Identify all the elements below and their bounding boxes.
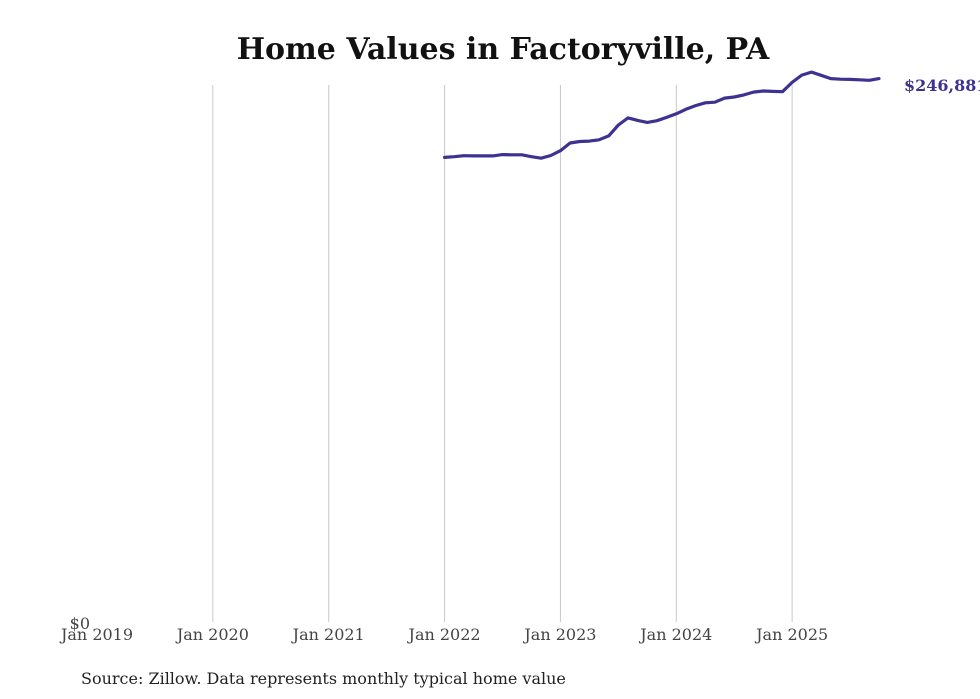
x-axis-ticks: Jan 2019 Jan 2020 Jan 2021 Jan 2022 Jan 2023… [59,625,828,644]
x-tick-label: Jan 2020 [175,625,249,644]
chart-title: Home Values in Factoryville, PA [237,32,770,67]
x-tick-label: Jan 2024 [638,625,712,644]
x-tick-label: Jan 2025 [754,625,828,644]
x-tick-label: Jan 2022 [407,625,481,644]
x-tick-label: Jan 2019 [59,625,133,644]
x-tick-label: Jan 2021 [291,625,365,644]
gridlines [212,85,793,622]
y-tick-label-zero: $0 [70,614,90,633]
latest-value-label: $246,881 [904,76,980,95]
home-value-line [443,70,881,160]
source-note: Source: Zillow. Data represents monthly … [81,669,566,688]
x-tick-label: Jan 2023 [522,625,596,644]
